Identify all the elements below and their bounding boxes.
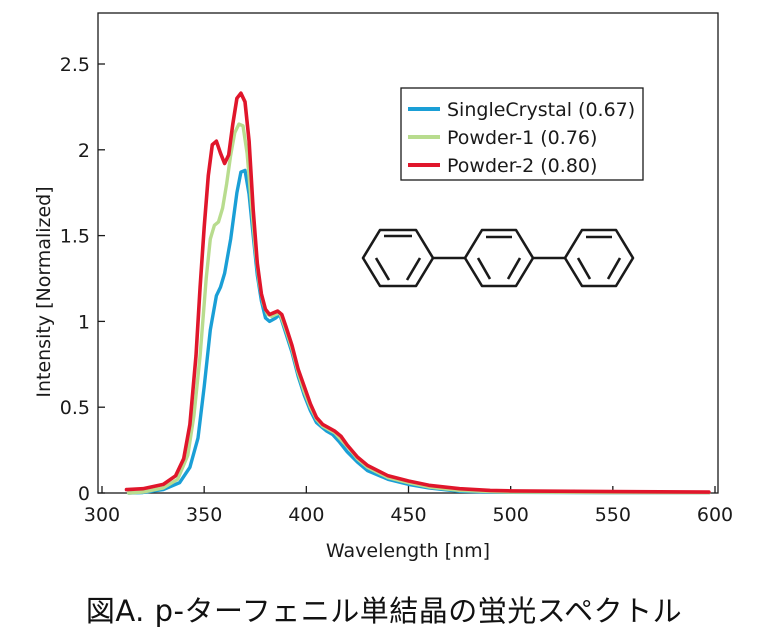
y-axis-label: Intensity [Normalized] bbox=[33, 186, 55, 397]
x-tick-label: 450 bbox=[390, 504, 426, 526]
y-tick-label: 2 bbox=[78, 140, 90, 162]
series-lines bbox=[124, 91, 711, 495]
series-line-2 bbox=[124, 91, 711, 494]
x-tick-label: 300 bbox=[84, 504, 120, 526]
x-tick-label: 350 bbox=[186, 504, 222, 526]
y-tick-label: 1.5 bbox=[60, 226, 90, 248]
axis-ticks: 300 350 400 450 500 550 600 0 0.5 1 1.5 2 2.5 bbox=[60, 54, 733, 526]
x-axis-label: Wavelength [nm] bbox=[326, 540, 490, 562]
figure-caption: 図A. p-ターフェニル単結晶の蛍光スペクトル bbox=[85, 594, 683, 628]
y-tick-label: 1 bbox=[78, 311, 90, 333]
y-tick-label: 0.5 bbox=[60, 397, 90, 419]
legend-box bbox=[400, 87, 644, 181]
y-tick-label: 0 bbox=[78, 483, 90, 505]
legend: SingleCrystal (0.67) Powder-1 (0.76) Pow… bbox=[400, 87, 644, 181]
x-tick-label: 600 bbox=[697, 504, 733, 526]
series-line-0 bbox=[126, 168, 711, 495]
p-terphenyl-structure-icon bbox=[361, 228, 635, 288]
legend-label-powder-1: Powder-1 (0.76) bbox=[447, 127, 597, 149]
spectrum-chart: 300 350 400 450 500 550 600 0 0.5 1 1.5 2 2.5 Single… bbox=[33, 12, 733, 562]
x-tick-label: 550 bbox=[595, 504, 631, 526]
x-tick-label: 400 bbox=[288, 504, 324, 526]
y-tick-label: 2.5 bbox=[60, 54, 90, 76]
legend-label-singlecrystal: SingleCrystal (0.67) bbox=[447, 99, 635, 121]
x-tick-label: 500 bbox=[493, 504, 529, 526]
legend-label-powder-2: Powder-2 (0.80) bbox=[447, 155, 597, 177]
